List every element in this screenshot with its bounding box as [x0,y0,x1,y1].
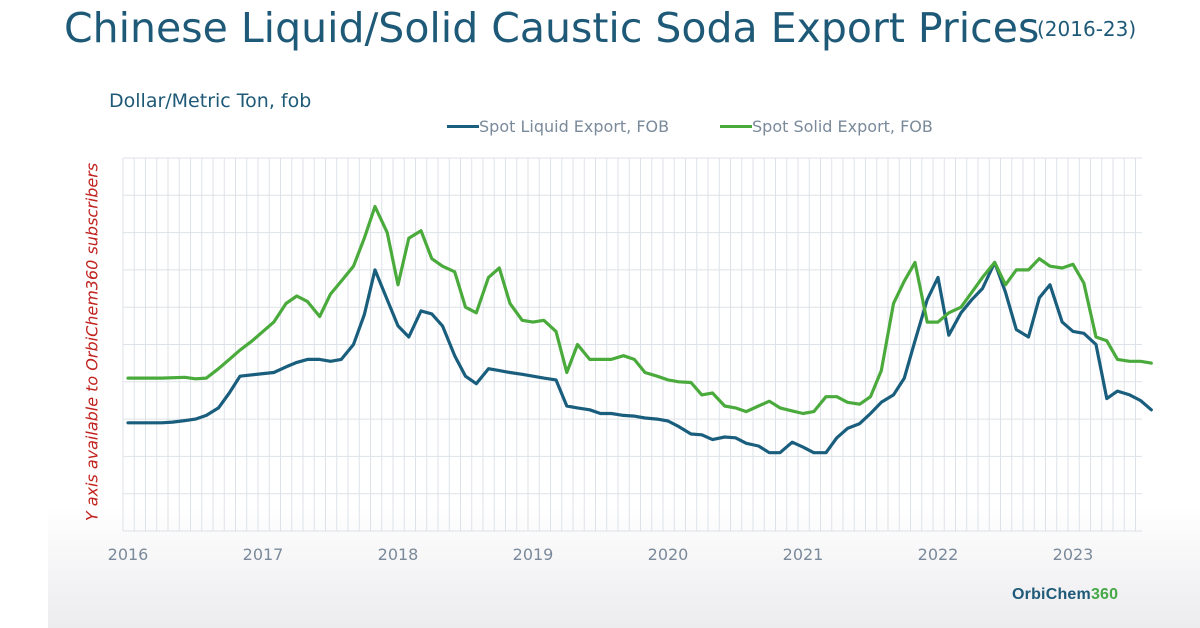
chart-gridlines [122,157,1142,532]
x-tick-label: 2021 [783,545,824,564]
x-axis-ticks: 2016 2017 2018 2019 2020 2021 2022 2023 [108,545,1094,564]
legend-item-solid: Spot Solid Export, FOB [720,116,933,136]
series-line-solid [126,204,1153,416]
x-tick-label: 2020 [648,545,689,564]
logo-text: OrbiChem [1012,586,1091,603]
x-tick-label: 2018 [378,545,419,564]
legend-swatch-liquid [447,124,479,128]
orbichem-logo: OrbiChem360 [1012,585,1118,605]
chart-title-range: (2016-23) [1037,17,1137,41]
legend-label-solid: Spot Solid Export, FOB [752,116,933,136]
x-tick-label: 2022 [918,545,959,564]
x-tick-label: 2017 [243,545,284,564]
y-unit-label: Dollar/Metric Ton, fob [109,90,312,112]
chart-title: Chinese Liquid/Solid Caustic Soda Export… [64,4,1040,52]
bottom-shade [48,505,1200,628]
chart-series [126,204,1153,455]
x-tick-label: 2016 [108,545,149,564]
legend-item-liquid: Spot Liquid Export, FOB [447,116,669,136]
logo-number: 360 [1090,586,1119,603]
legend-label-liquid: Spot Liquid Export, FOB [479,116,670,136]
x-tick-label: 2023 [1053,545,1094,564]
legend-swatch-solid [720,124,752,128]
series-line-liquid [126,260,1153,455]
x-tick-label: 2019 [513,545,554,564]
